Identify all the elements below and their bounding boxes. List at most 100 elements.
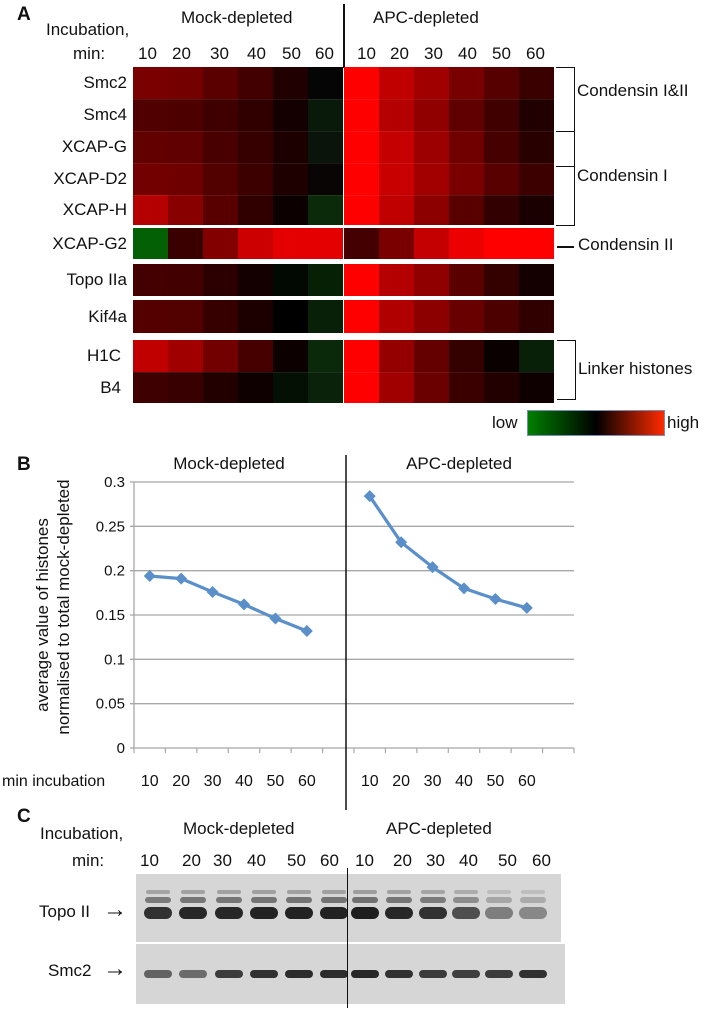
- heatmap-cell: [168, 300, 203, 333]
- blot-band: [385, 907, 413, 919]
- heatmap-cell: [168, 372, 203, 403]
- heatmap-cell: [238, 228, 273, 259]
- heatmap-cell: [133, 340, 168, 372]
- x-tick-label: 20: [392, 773, 410, 790]
- heatmap-cell: [519, 195, 554, 225]
- timepoint-label: 40: [247, 44, 266, 63]
- heatmap-cell: [449, 228, 484, 259]
- heatmap-cell: [203, 372, 238, 403]
- heatmap-cell: [414, 300, 449, 333]
- heatmap-cell: [273, 228, 308, 259]
- blot-band: [215, 970, 243, 978]
- heatmap-cell: [379, 67, 414, 99]
- heatmap-cell: [308, 99, 343, 131]
- heatmap-cell: [308, 300, 343, 333]
- heatmap-cell: [168, 228, 203, 259]
- panel-title-apc: APC-depleted: [406, 454, 512, 473]
- blot-band: [352, 897, 378, 903]
- blot-band: [285, 907, 313, 919]
- heatmap-cell: [238, 372, 273, 403]
- c-timepoint-label: 30: [426, 851, 445, 870]
- row-label: XCAP-G: [61, 137, 127, 156]
- heatmap-cell: [449, 131, 484, 163]
- y-tick-label: 0.2: [104, 563, 125, 580]
- heatmap-cell: [308, 163, 343, 195]
- timepoint-label: 50: [282, 44, 301, 63]
- blot-band: [387, 890, 411, 894]
- row-separator: [133, 99, 554, 100]
- panel-c-letter: C: [17, 806, 31, 827]
- heatmap-cell: [519, 264, 554, 296]
- data-point-diamond: [175, 572, 188, 585]
- blot-band: [419, 970, 447, 978]
- c-incubation-label: Incubation,: [40, 824, 124, 843]
- blot-band: [521, 890, 545, 894]
- c-timepoint-label: 60: [320, 851, 339, 870]
- data-point-diamond: [238, 598, 250, 611]
- panel-b-letter: B: [17, 454, 31, 475]
- blot-band: [285, 970, 313, 978]
- heatmap-cell: [308, 372, 343, 403]
- blot-label-smc2: Smc2: [48, 961, 92, 980]
- heatmap-cell: [203, 99, 238, 131]
- heatmap-cell: [484, 264, 519, 296]
- heatmap-cell: [484, 99, 519, 131]
- heatmap-cell: [344, 99, 379, 131]
- group-label-condensin-i-ii: Condensin I&II: [577, 81, 689, 100]
- x-tick-label: 30: [204, 773, 222, 790]
- blot-topo-ii: [136, 874, 561, 942]
- heatmap-cell: [414, 228, 449, 259]
- x-tick-label: 10: [361, 773, 379, 790]
- heatmap-cell: [133, 372, 168, 403]
- blot-band: [180, 897, 206, 903]
- heatmap-cell: [238, 264, 273, 296]
- y-tick-label: 0.3: [104, 474, 125, 491]
- heatmap-cell: [519, 228, 554, 259]
- heatmap-cell: [273, 300, 308, 333]
- blot-band: [452, 970, 480, 978]
- heatmap-cell: [133, 163, 168, 195]
- blot-band: [250, 970, 278, 978]
- heatmap-cell: [273, 99, 308, 131]
- heatmap-cell: [344, 131, 379, 163]
- heatmap-cell: [519, 300, 554, 333]
- heatmap-cell: [449, 163, 484, 195]
- bracket-condensin-i-ii: [556, 67, 575, 167]
- timepoint-label: 60: [526, 44, 545, 63]
- heatmap-cell: [238, 340, 273, 372]
- heatmap-cell: [379, 264, 414, 296]
- blot-band: [320, 970, 348, 978]
- heatmap-cell: [484, 163, 519, 195]
- heatmap-cell: [273, 163, 308, 195]
- timepoint-label: 50: [492, 44, 511, 63]
- line-condensin-ii: [557, 246, 574, 248]
- data-point-diamond: [363, 490, 376, 503]
- heatmap-cell: [308, 195, 343, 225]
- blot-band: [351, 970, 379, 978]
- heatmap-cell: [203, 340, 238, 372]
- x-tick-label: 30: [424, 773, 442, 790]
- data-point-diamond: [458, 582, 470, 595]
- heatmap-cell: [449, 340, 484, 372]
- data-point-diamond: [143, 569, 156, 582]
- heatmap-cell: [379, 131, 414, 163]
- blot-band: [181, 890, 205, 894]
- c-timepoint-label: 40: [247, 851, 266, 870]
- heatmap-cell: [238, 131, 273, 163]
- heatmap-cell: [344, 372, 379, 403]
- blot-band: [144, 907, 172, 919]
- heatmap-cell: [133, 131, 168, 163]
- c-timepoint-label: 50: [498, 851, 517, 870]
- blot-band: [421, 890, 445, 894]
- panel-a-letter: A: [17, 4, 31, 25]
- blot-band: [179, 907, 207, 919]
- heatmap-cell: [308, 131, 343, 163]
- row-label: Kif4a: [88, 306, 127, 326]
- heatmap-cell: [344, 163, 379, 195]
- data-point-diamond: [520, 601, 533, 614]
- heatmap-cell: [449, 372, 484, 403]
- heatmap-cell: [379, 340, 414, 372]
- blot-band: [216, 897, 242, 903]
- heatmap-cell: [203, 131, 238, 163]
- timepoint-label: 40: [458, 44, 477, 63]
